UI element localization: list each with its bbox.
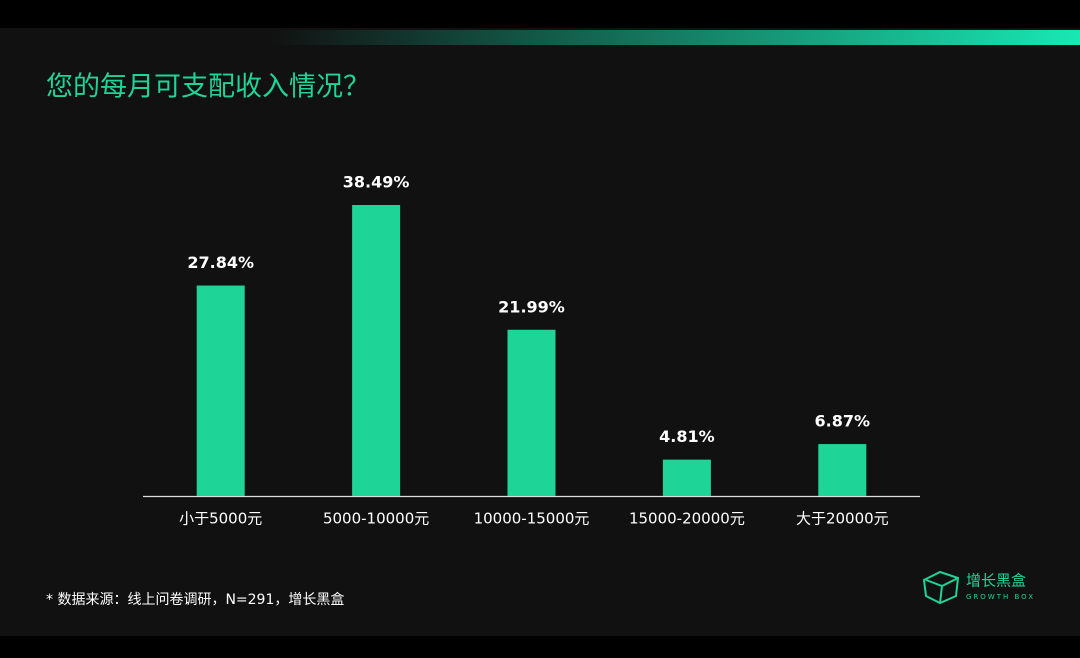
x-tick-label: 5000-10000元 bbox=[323, 510, 429, 528]
chart-title: 您的每月可支配收入情况？ bbox=[46, 72, 370, 103]
bar bbox=[818, 444, 867, 496]
bar bbox=[507, 329, 556, 496]
value-label: 6.87% bbox=[815, 412, 871, 431]
brand-tagline: GROWTH BOX bbox=[966, 593, 1035, 601]
x-tick-label: 10000-15000元 bbox=[474, 510, 590, 528]
x-tick-label: 大于20000元 bbox=[796, 510, 889, 528]
brand-name: 增长黑盒 bbox=[966, 572, 1026, 590]
value-label: 27.84% bbox=[187, 253, 254, 272]
value-label: 38.49% bbox=[343, 173, 410, 192]
footnote: * 数据来源：线上问卷调研，N=291，增长黑盒 bbox=[46, 591, 344, 608]
x-tick-label: 小于5000元 bbox=[179, 510, 262, 528]
bar bbox=[196, 285, 245, 496]
bar bbox=[662, 459, 711, 496]
bar bbox=[352, 205, 401, 496]
value-label: 4.81% bbox=[659, 427, 715, 446]
top-bar bbox=[0, 30, 1080, 45]
value-label: 21.99% bbox=[498, 297, 565, 316]
x-tick-label: 15000-20000元 bbox=[629, 510, 745, 528]
logo-icon bbox=[922, 570, 960, 605]
brand-logo: 增长黑盒 GROWTH BOX bbox=[922, 570, 1035, 605]
